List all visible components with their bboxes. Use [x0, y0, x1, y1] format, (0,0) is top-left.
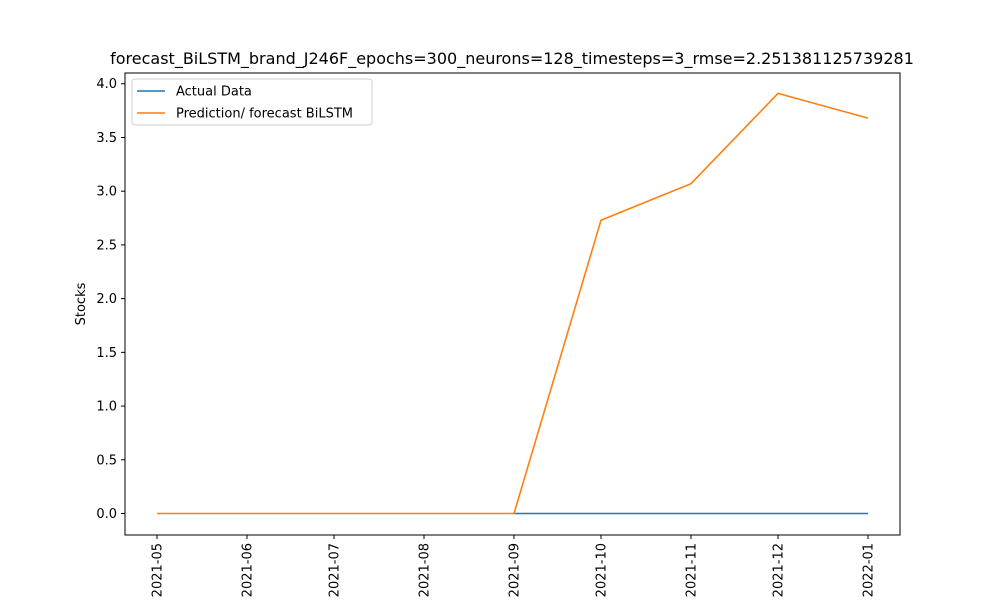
plot-frame	[124, 72, 901, 536]
x-tick-label: 2021-10	[595, 543, 610, 597]
y-tick-label: 3.5	[96, 131, 117, 146]
y-tick-label: 0.5	[96, 453, 117, 468]
y-tick-label: 2.5	[96, 238, 117, 253]
x-tick-label: 2022-01	[862, 543, 877, 597]
legend-box	[131, 78, 373, 126]
x-tick-label: 2021-08	[417, 543, 432, 597]
x-tick-label: 2021-09	[507, 543, 522, 597]
y-tick-label: 4.0	[96, 77, 117, 92]
series-line-1	[157, 92, 869, 515]
x-tick-label: 2021-11	[684, 543, 699, 597]
x-tick-label: 2021-12	[772, 543, 787, 597]
legend: Actual Data Prediction/ forecast BiLSTM	[131, 78, 373, 126]
y-tick-label: 3.0	[96, 185, 117, 200]
x-tick-label: 2021-07	[328, 543, 343, 597]
y-axis-label: Stocks	[74, 282, 89, 325]
y-tick-label: 0.0	[96, 507, 117, 522]
plot-area: 0.0 0.5 1.0 1.5 2.0 2.5 3.0 3.5 4.0 2021-05 2021-0…	[96, 72, 901, 597]
x-tick-label: 2021-06	[240, 543, 255, 597]
y-tick-label: 1.0	[96, 400, 117, 415]
chart-title: forecast_BiLSTM_brand_J246F_epochs=300_n…	[110, 49, 914, 69]
legend-label: Prediction/ forecast BiLSTM	[176, 107, 353, 122]
y-tick-label: 2.0	[96, 292, 117, 307]
x-tick-label: 2021-05	[150, 543, 165, 597]
legend-label: Actual Data	[176, 85, 252, 100]
y-tick-label: 1.5	[96, 346, 117, 361]
